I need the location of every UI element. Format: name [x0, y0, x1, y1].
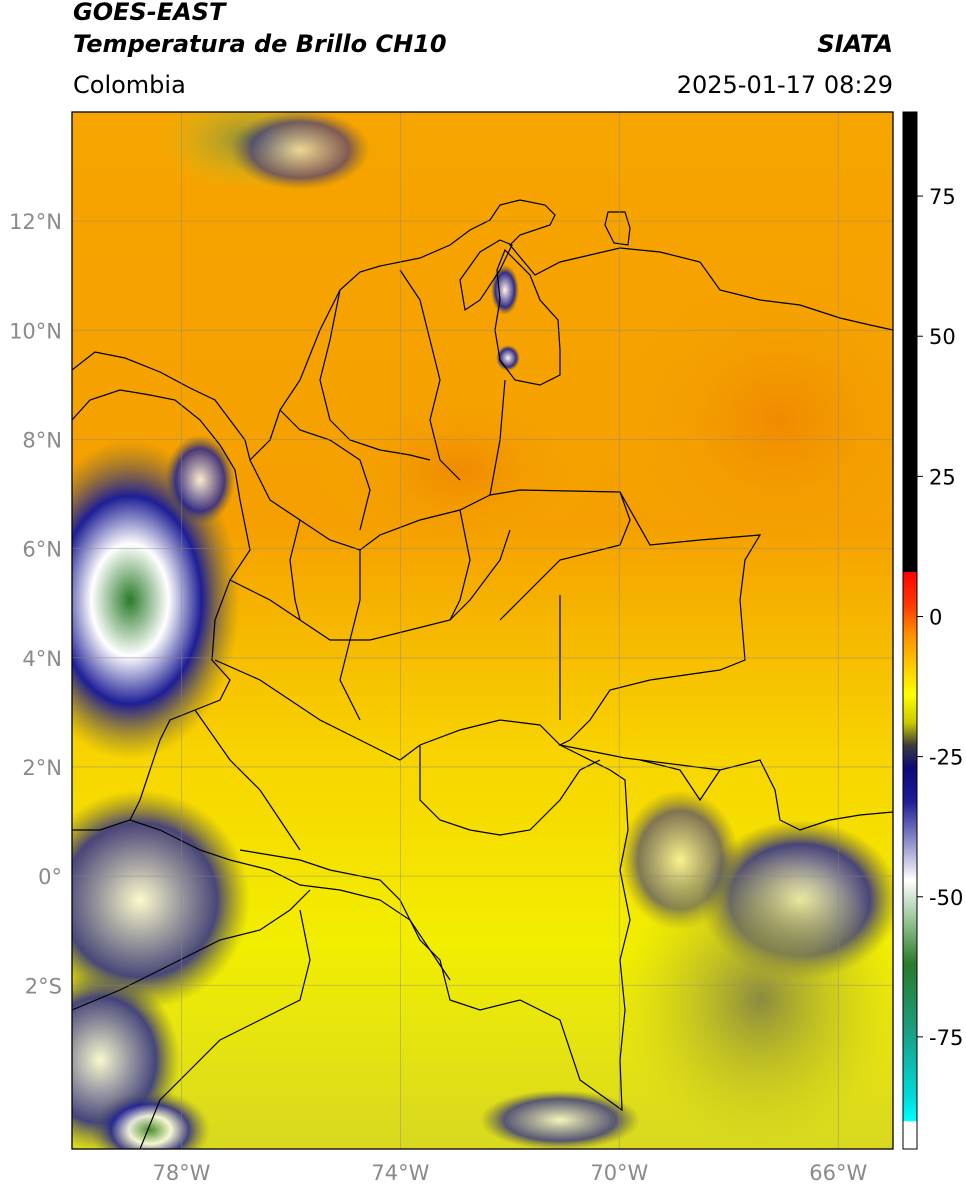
- panama-isthmus: [72, 389, 241, 501]
- datetime-label: 2025-01-17 08:29: [676, 71, 893, 99]
- dept-lines-14: [639, 759, 721, 802]
- colombia-ecuador-peru-border: [129, 819, 451, 981]
- dept-lines-7: [399, 269, 461, 481]
- colorbar-tick-label: -25: [929, 746, 963, 770]
- colorbar-tick-label: -75: [929, 1026, 963, 1050]
- lat-tick-label: 2°S: [25, 974, 62, 998]
- colorbar: 75 50 25 0 -25 -50 -75: [902, 111, 963, 1150]
- region-label: Colombia: [73, 71, 186, 99]
- lon-tick-labels: 78°W 74°W 70°W 66°W: [152, 1161, 867, 1185]
- dept-lines-6: [319, 289, 431, 461]
- dept-lines-11: [339, 550, 361, 721]
- graticule: [72, 112, 893, 1149]
- colorbar-ticks: 75 50 25 0 -25 -50 -75: [917, 185, 963, 1050]
- dept-lines-8: [279, 409, 371, 531]
- dept-lines-5: [419, 745, 601, 836]
- dept-lines-13: [289, 519, 301, 621]
- guajira-peninsula: [459, 239, 513, 312]
- lat-tick-label: 0°: [38, 865, 62, 889]
- lon-tick-label: 78°W: [152, 1161, 210, 1185]
- lat-tick-labels: 12°N 10°N 8°N 6°N 4°N 2°N 0° 2°S: [9, 210, 62, 998]
- peru-brazil-line: [139, 909, 311, 1149]
- colorbar-tick-label: 75: [929, 185, 956, 209]
- paraguana: [604, 211, 631, 246]
- colombia-venezuela-border: [489, 379, 893, 831]
- map-frame: [71, 111, 894, 1150]
- satellite-title: GOES-EAST: [73, 0, 226, 26]
- colorbar-tick-label: 0: [929, 605, 942, 629]
- lake-maracaibo: [494, 248, 561, 386]
- lat-tick-label: 8°N: [22, 428, 62, 452]
- colorbar-tick-label: 50: [929, 325, 956, 349]
- agency-label: SIATA: [817, 30, 893, 58]
- dept-lines-10: [499, 491, 631, 621]
- caribbean-coast: [72, 199, 893, 462]
- lat-tick-label: 10°N: [9, 319, 62, 343]
- coastlines-and-borders: [72, 199, 893, 1149]
- colorbar-tick-label: -50: [929, 886, 963, 910]
- lat-tick-label: 2°N: [22, 756, 62, 780]
- colorbar-gradient: [902, 111, 918, 1150]
- ecuador-peru-border: [72, 889, 311, 1011]
- dept-lines-2: [229, 529, 511, 641]
- colombia-brazil-border: [239, 744, 631, 1112]
- product-title: Temperatura de Brillo CH10: [73, 30, 447, 58]
- lon-tick-label: 70°W: [590, 1161, 648, 1185]
- dept-lines-4: [194, 709, 301, 851]
- colorbar-tick-label: 25: [929, 465, 956, 489]
- lat-tick-label: 4°N: [22, 647, 62, 671]
- lon-tick-label: 66°W: [809, 1161, 867, 1185]
- brightness-temperature-field: [72, 112, 893, 1149]
- dept-lines-9: [449, 509, 471, 621]
- lat-tick-label: 12°N: [9, 210, 62, 234]
- lat-tick-label: 6°N: [22, 538, 62, 562]
- lon-tick-label: 74°W: [371, 1161, 429, 1185]
